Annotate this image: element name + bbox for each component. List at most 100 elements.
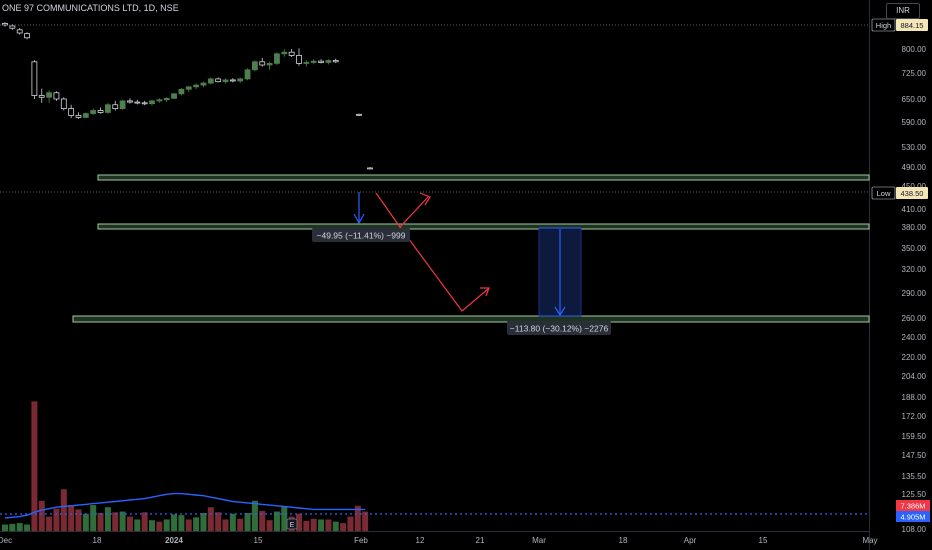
earnings-icon[interactable]: [286, 518, 298, 530]
candle: [38, 88, 45, 103]
price-tick-label: 490.00: [902, 163, 927, 172]
candle-body: [149, 100, 155, 104]
earnings-icon-glyph: E: [290, 522, 295, 529]
low-tag-box: [871, 186, 896, 200]
time-tick-label: Apr: [684, 536, 697, 545]
volume-bar: [237, 518, 244, 531]
price-tick-label: 410.00: [902, 205, 927, 214]
candle: [215, 77, 222, 83]
candle: [229, 78, 236, 83]
volume-bar: [318, 519, 325, 531]
volume-bar: [178, 515, 185, 531]
candle-body: [288, 51, 295, 56]
candle-body: [296, 55, 302, 64]
price-axis[interactable]: 800.00 725.00 650.00 590.00 530.00 490.00 450.…: [902, 45, 927, 534]
candle: [222, 78, 229, 84]
candle: [207, 77, 214, 85]
candle-body: [200, 82, 207, 86]
candle-body: [163, 97, 170, 101]
candle: [82, 112, 89, 119]
candle-body: [193, 84, 200, 88]
volume-bar: [97, 513, 104, 531]
candle-body: [215, 78, 222, 83]
time-tick-label: 15: [759, 536, 768, 545]
time-tick-label: Feb: [354, 536, 368, 545]
candle-body: [318, 60, 324, 63]
currency-button[interactable]: INR: [886, 3, 920, 19]
candle-body: [266, 63, 273, 66]
price-tick-label: 188.00: [902, 393, 927, 402]
candle-body: [24, 33, 30, 39]
candle-body: [251, 61, 258, 71]
candle: [31, 60, 38, 99]
time-tick-label: 15: [254, 536, 263, 545]
candle-body: [178, 88, 185, 95]
candle-body: [53, 92, 60, 100]
candle-body: [237, 78, 244, 82]
candle-body: [222, 79, 229, 83]
volume-bar: [332, 521, 339, 531]
candle: [251, 60, 258, 72]
low-tag-label: Low: [877, 189, 891, 198]
candle: [296, 48, 302, 66]
price-tick-label: 290.00: [902, 289, 927, 298]
zone-lower[interactable]: [72, 315, 870, 323]
candle: [244, 68, 251, 81]
candle-body: [9, 25, 16, 29]
volume-bar: [171, 514, 178, 531]
time-axis[interactable]: Dec 18 2024 15 Feb 12 21 Mar 18 Apr 15 May: [0, 536, 878, 545]
candle-body: [332, 60, 339, 63]
candle: [356, 113, 362, 116]
price-tick-label: 204.00: [902, 372, 927, 381]
candle: [303, 60, 310, 67]
candle-body: [119, 100, 126, 109]
volume-bar: [24, 524, 31, 531]
zone-middle[interactable]: [97, 223, 870, 230]
volume-bar: [31, 401, 38, 531]
price-tick-label: 172.00: [902, 412, 927, 421]
measure-short-label-box: [312, 228, 410, 242]
volume-bar: [82, 513, 89, 531]
candle-body: [2, 22, 8, 26]
price-tick-label: 320.00: [902, 265, 927, 274]
volume-bar: [134, 519, 141, 531]
candle-body: [38, 95, 45, 98]
candle: [156, 98, 163, 103]
candle: [46, 90, 52, 103]
candle: [68, 104, 75, 119]
price-tick-label: 725.00: [902, 69, 927, 78]
projection-arrowhead-1: [419, 192, 431, 206]
projection-path-2[interactable]: [399, 226, 489, 312]
candle-body: [259, 61, 266, 66]
volume-bar: [75, 509, 82, 531]
candle: [149, 99, 155, 106]
low-value: 438.50: [901, 189, 924, 198]
volume-bar: [303, 520, 310, 531]
candle: [200, 81, 207, 88]
volume-bar: [229, 513, 236, 531]
zone-upper[interactable]: [97, 174, 870, 181]
candle-body: [112, 104, 119, 109]
volume-bar: [193, 517, 200, 531]
candle-body: [303, 62, 310, 64]
candle-body: [68, 108, 75, 116]
measure-long-arrowhead: [554, 306, 566, 317]
volume-bar: [149, 520, 155, 531]
candle-body: [75, 115, 82, 118]
measure-short-arrowhead: [353, 213, 365, 225]
candle: [178, 87, 185, 96]
volume-bar: [90, 505, 97, 531]
candle: [141, 100, 148, 106]
price-tick-label: 800.00: [902, 45, 927, 54]
price-tick-label: 240.00: [902, 333, 927, 342]
time-tick-label: 2024: [165, 536, 183, 545]
candle: [105, 102, 111, 114]
candle: [237, 77, 244, 84]
candle-body: [97, 110, 104, 113]
volume-bar: [266, 520, 273, 531]
high-tag-box: [871, 18, 896, 32]
volume-bar: [259, 510, 266, 531]
candle: [332, 58, 339, 64]
volume-bar: [296, 513, 302, 531]
